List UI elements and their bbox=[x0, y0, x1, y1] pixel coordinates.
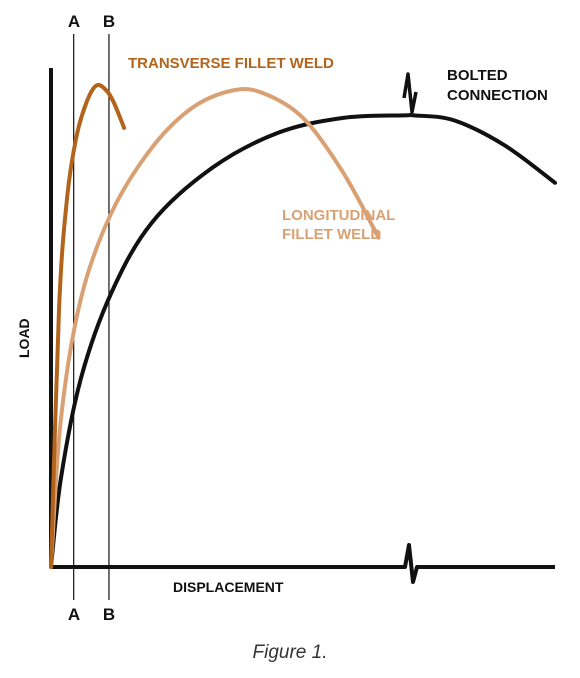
transverse-label: TRANSVERSE FILLET WELD bbox=[128, 55, 334, 72]
figure-caption: Figure 1. bbox=[253, 642, 328, 663]
bolted-label-line1: BOLTED bbox=[447, 67, 508, 84]
bolted-label-line2: CONNECTION bbox=[447, 87, 548, 104]
longitudinal-fillet-weld-curve bbox=[49, 86, 381, 569]
longitudinal-label-line2: FILLET WELD bbox=[282, 226, 381, 243]
x-axis bbox=[51, 543, 555, 584]
curve-break-marker bbox=[402, 72, 418, 114]
transverse-fillet-weld-curve bbox=[49, 82, 127, 569]
ref-label-a-top: A bbox=[68, 12, 80, 31]
y-axis-title: LOAD bbox=[16, 318, 32, 358]
x-axis-title: DISPLACEMENT bbox=[173, 579, 284, 595]
ref-label-a-bottom: A bbox=[68, 605, 80, 624]
ref-label-b-bottom: B bbox=[103, 605, 115, 624]
bolted-connection-curve bbox=[49, 112, 557, 569]
longitudinal-label-line1: LONGITUDINAL bbox=[282, 207, 395, 224]
ref-label-b-top: B bbox=[103, 12, 115, 31]
